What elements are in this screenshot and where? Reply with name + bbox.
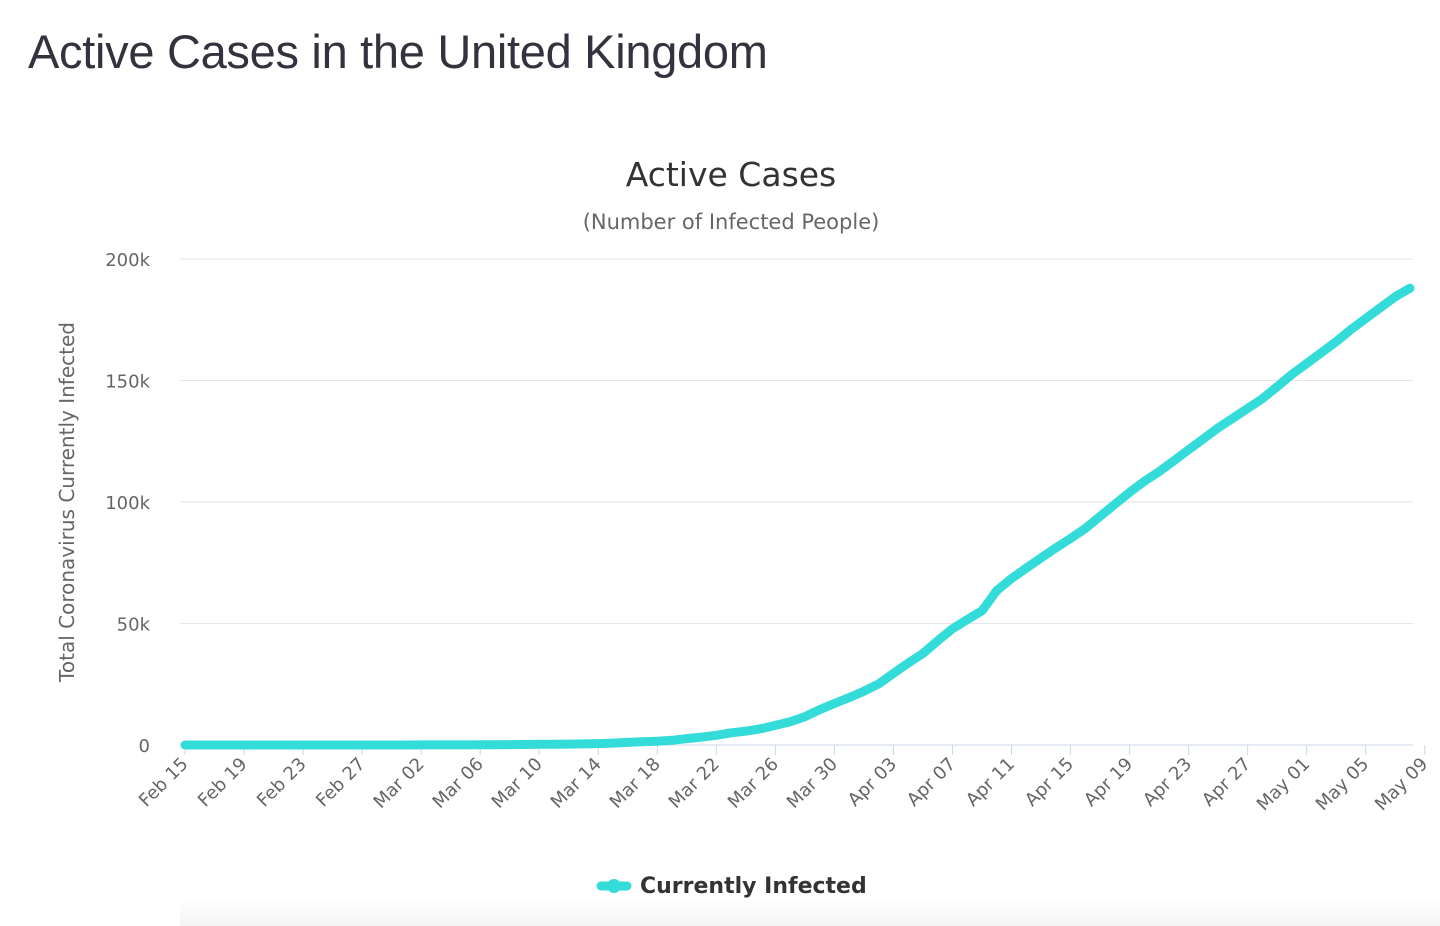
y-axis-title: Total Coronavirus Currently Infected <box>55 322 79 683</box>
x-tick-label: Mar 26 <box>724 754 783 813</box>
page-heading: Active Cases in the United Kingdom <box>28 25 768 78</box>
legend-symbol-marker <box>607 879 621 893</box>
x-tick-label: Apr 23 <box>1139 754 1196 811</box>
legend[interactable]: Currently Infected <box>596 874 867 899</box>
x-tick-label: May 01 <box>1253 754 1314 815</box>
y-tick-label: 150k <box>105 372 150 393</box>
x-tick-label: Mar 30 <box>783 754 842 813</box>
bottom-fade <box>180 898 1440 926</box>
series-line-currently-infected <box>180 283 1415 750</box>
grid-lines <box>180 258 1413 624</box>
x-axis-ticks: Feb 15 Feb 19 Feb 23 Feb 27 Mar 02 Mar 06 Mar … <box>135 754 1432 815</box>
x-tick-label: Apr 15 <box>1021 754 1078 811</box>
x-tick-label: Mar 22 <box>665 754 724 813</box>
x-tick-label: Feb 27 <box>312 754 370 812</box>
x-tick-label: Mar 10 <box>488 754 547 813</box>
x-tick-label: Mar 06 <box>429 754 488 813</box>
y-tick-label: 200k <box>105 250 150 271</box>
y-tick-label: 100k <box>105 493 150 514</box>
x-tick-label: Feb 19 <box>194 754 252 812</box>
x-tick-label: May 05 <box>1312 754 1373 815</box>
series-layer <box>180 283 1415 750</box>
chart-subtitle: (Number of Infected People) <box>583 210 880 234</box>
x-tick-label: Feb 15 <box>135 754 193 812</box>
x-tick-label: Apr 03 <box>844 754 901 811</box>
x-tick-label: Feb 23 <box>253 754 311 812</box>
y-tick-label: 50k <box>117 615 151 636</box>
x-tick-label: Mar 18 <box>606 754 665 813</box>
y-axis-ticks: 0 50k 100k 150k 200k <box>105 250 150 757</box>
chart-title: Active Cases <box>626 155 837 194</box>
x-tick-label: Apr 11 <box>962 754 1019 811</box>
x-tick-label: May 09 <box>1371 754 1432 815</box>
x-tick-label: Mar 14 <box>547 754 606 813</box>
y-tick-label: 0 <box>139 736 150 757</box>
x-tick-label: Apr 19 <box>1080 754 1137 811</box>
x-tick-label: Apr 07 <box>903 754 960 811</box>
x-tick-label: Mar 02 <box>370 754 429 813</box>
x-tick-label: Apr 27 <box>1198 754 1255 811</box>
legend-label-currently-infected[interactable]: Currently Infected <box>640 874 867 899</box>
